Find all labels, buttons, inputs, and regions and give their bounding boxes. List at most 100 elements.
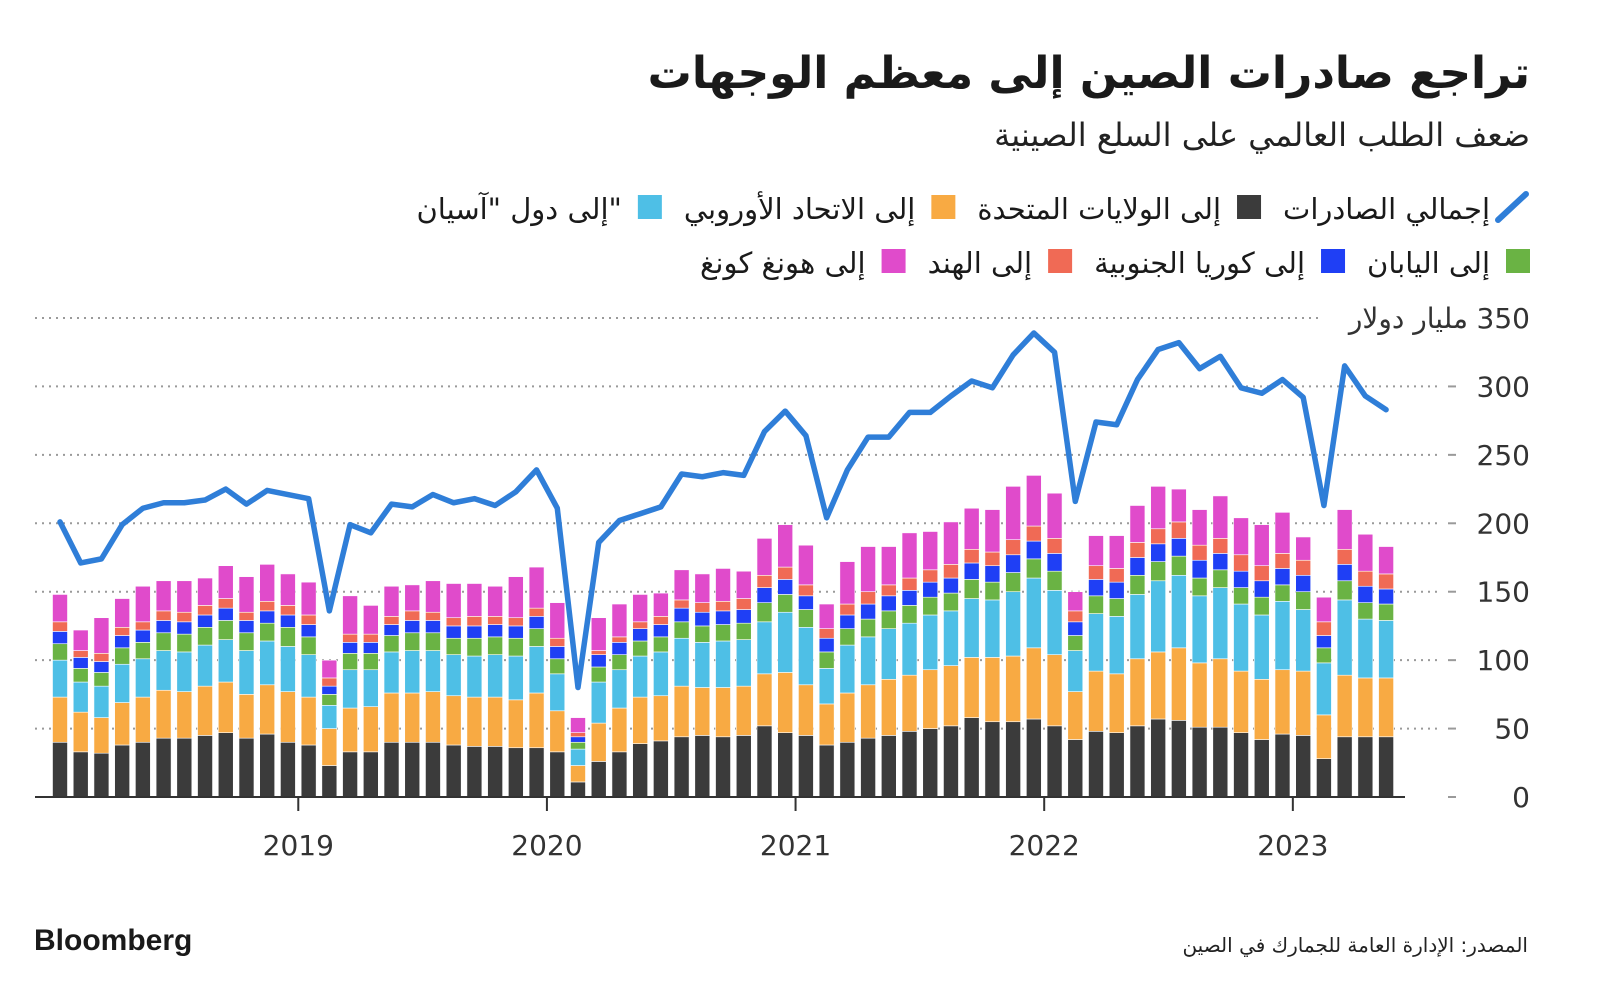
y-tick-label: 350 (1477, 302, 1530, 335)
bar-segment (300, 624, 317, 638)
bar-segment (1233, 670, 1249, 733)
bar-segment (52, 621, 68, 632)
bar-segment (922, 569, 939, 583)
bar-segment (508, 617, 524, 627)
bar-segment (280, 741, 296, 798)
bar-segment (1253, 565, 1270, 582)
legend-label: إلى كوريا الجنوبية (1094, 246, 1305, 281)
bar-segment (632, 621, 648, 629)
bar-segment (362, 706, 379, 753)
bar-segment (653, 636, 669, 653)
bar-segment (1378, 546, 1394, 575)
bar-segment (632, 696, 648, 744)
bar-segment (1129, 594, 1146, 660)
bar-segment (673, 736, 690, 798)
bar-segment (922, 531, 939, 571)
bar-segment (632, 743, 648, 798)
bar-segment (1378, 588, 1394, 605)
bar-segment (1088, 731, 1104, 798)
bar-segment (984, 565, 1001, 583)
bar-segment (901, 577, 918, 591)
bar-segment (1274, 600, 1291, 671)
bar-segment (1233, 517, 1249, 556)
bar-segment (632, 594, 648, 623)
bar-segment (1357, 677, 1374, 738)
bar-segment (52, 594, 68, 623)
bar-segment (93, 685, 110, 718)
bar-segment (777, 579, 794, 595)
bar-segment (943, 564, 959, 579)
bar-segment (673, 599, 690, 609)
bar-segment (1026, 647, 1042, 720)
bar-segment (342, 652, 358, 671)
bar-segment (880, 628, 897, 680)
bar-segment (176, 737, 193, 798)
bar-segment (1212, 538, 1229, 554)
bar-segment (694, 687, 711, 736)
bar-segment (1088, 613, 1104, 672)
bar-segment (798, 584, 814, 597)
bar-segment (549, 602, 566, 639)
bar-segment (1316, 714, 1332, 759)
bar-segment (1067, 739, 1084, 798)
bar-segment (984, 721, 1001, 798)
bar-segment (943, 592, 959, 612)
bar-segment (280, 646, 296, 692)
bar-segment (425, 691, 441, 743)
bar-segment (114, 626, 130, 636)
bar-segment (880, 735, 897, 798)
bar-segment (590, 666, 607, 683)
bar-segment (922, 596, 939, 616)
bar-segment (777, 732, 794, 798)
bar-segment (1046, 654, 1063, 727)
chart-title: تراجع صادرات الصين إلى معظم الوجهات (648, 48, 1530, 99)
bar-segment (72, 681, 89, 713)
bar-segment (1233, 570, 1249, 588)
bar-segment (922, 614, 939, 671)
bar-segment (217, 607, 234, 621)
bar-segment (901, 674, 918, 732)
bar-segment (735, 622, 752, 640)
bar-segment (1274, 512, 1291, 554)
bar-segment (818, 668, 835, 705)
bar-segment (611, 654, 628, 671)
bar-segment (508, 655, 524, 701)
bar-segment (1046, 538, 1063, 554)
bar-segment (1088, 535, 1104, 567)
bar-segment (1274, 669, 1291, 735)
bar-segment (362, 633, 379, 643)
bar-segment (632, 628, 648, 642)
bar-segment (1046, 570, 1063, 591)
bar-segment (300, 614, 317, 625)
bar-segment (508, 637, 524, 657)
bar-segment (466, 637, 483, 657)
y-tick-label: 300 (1477, 370, 1530, 403)
x-tick-label: 2019 (263, 829, 334, 862)
bar-segment (777, 672, 794, 733)
bar-segment (694, 735, 711, 798)
bar-segment (798, 684, 814, 736)
bar-segment (1316, 647, 1332, 664)
bar-segment (135, 658, 151, 698)
bar-segment (1253, 739, 1270, 798)
bar-segment (756, 587, 773, 603)
bar-segment (321, 685, 338, 695)
bar-segment (238, 650, 255, 695)
bar-segment (1171, 574, 1187, 649)
bar-segment (114, 663, 130, 703)
bar-segment (777, 611, 794, 673)
y-tick-label: 50 (1494, 713, 1530, 746)
bar-segment (735, 598, 752, 610)
bar-segment (694, 573, 711, 603)
bar-segment (445, 583, 462, 619)
bar-segment (300, 744, 317, 798)
bar-segment (1005, 721, 1021, 798)
bar-segment (694, 602, 711, 613)
bar-segment (549, 646, 566, 660)
bar-segment (425, 620, 441, 634)
bar-segment (673, 607, 690, 623)
bar-segment (943, 521, 959, 565)
bar-segment (383, 692, 400, 743)
bar-segment (570, 717, 586, 733)
